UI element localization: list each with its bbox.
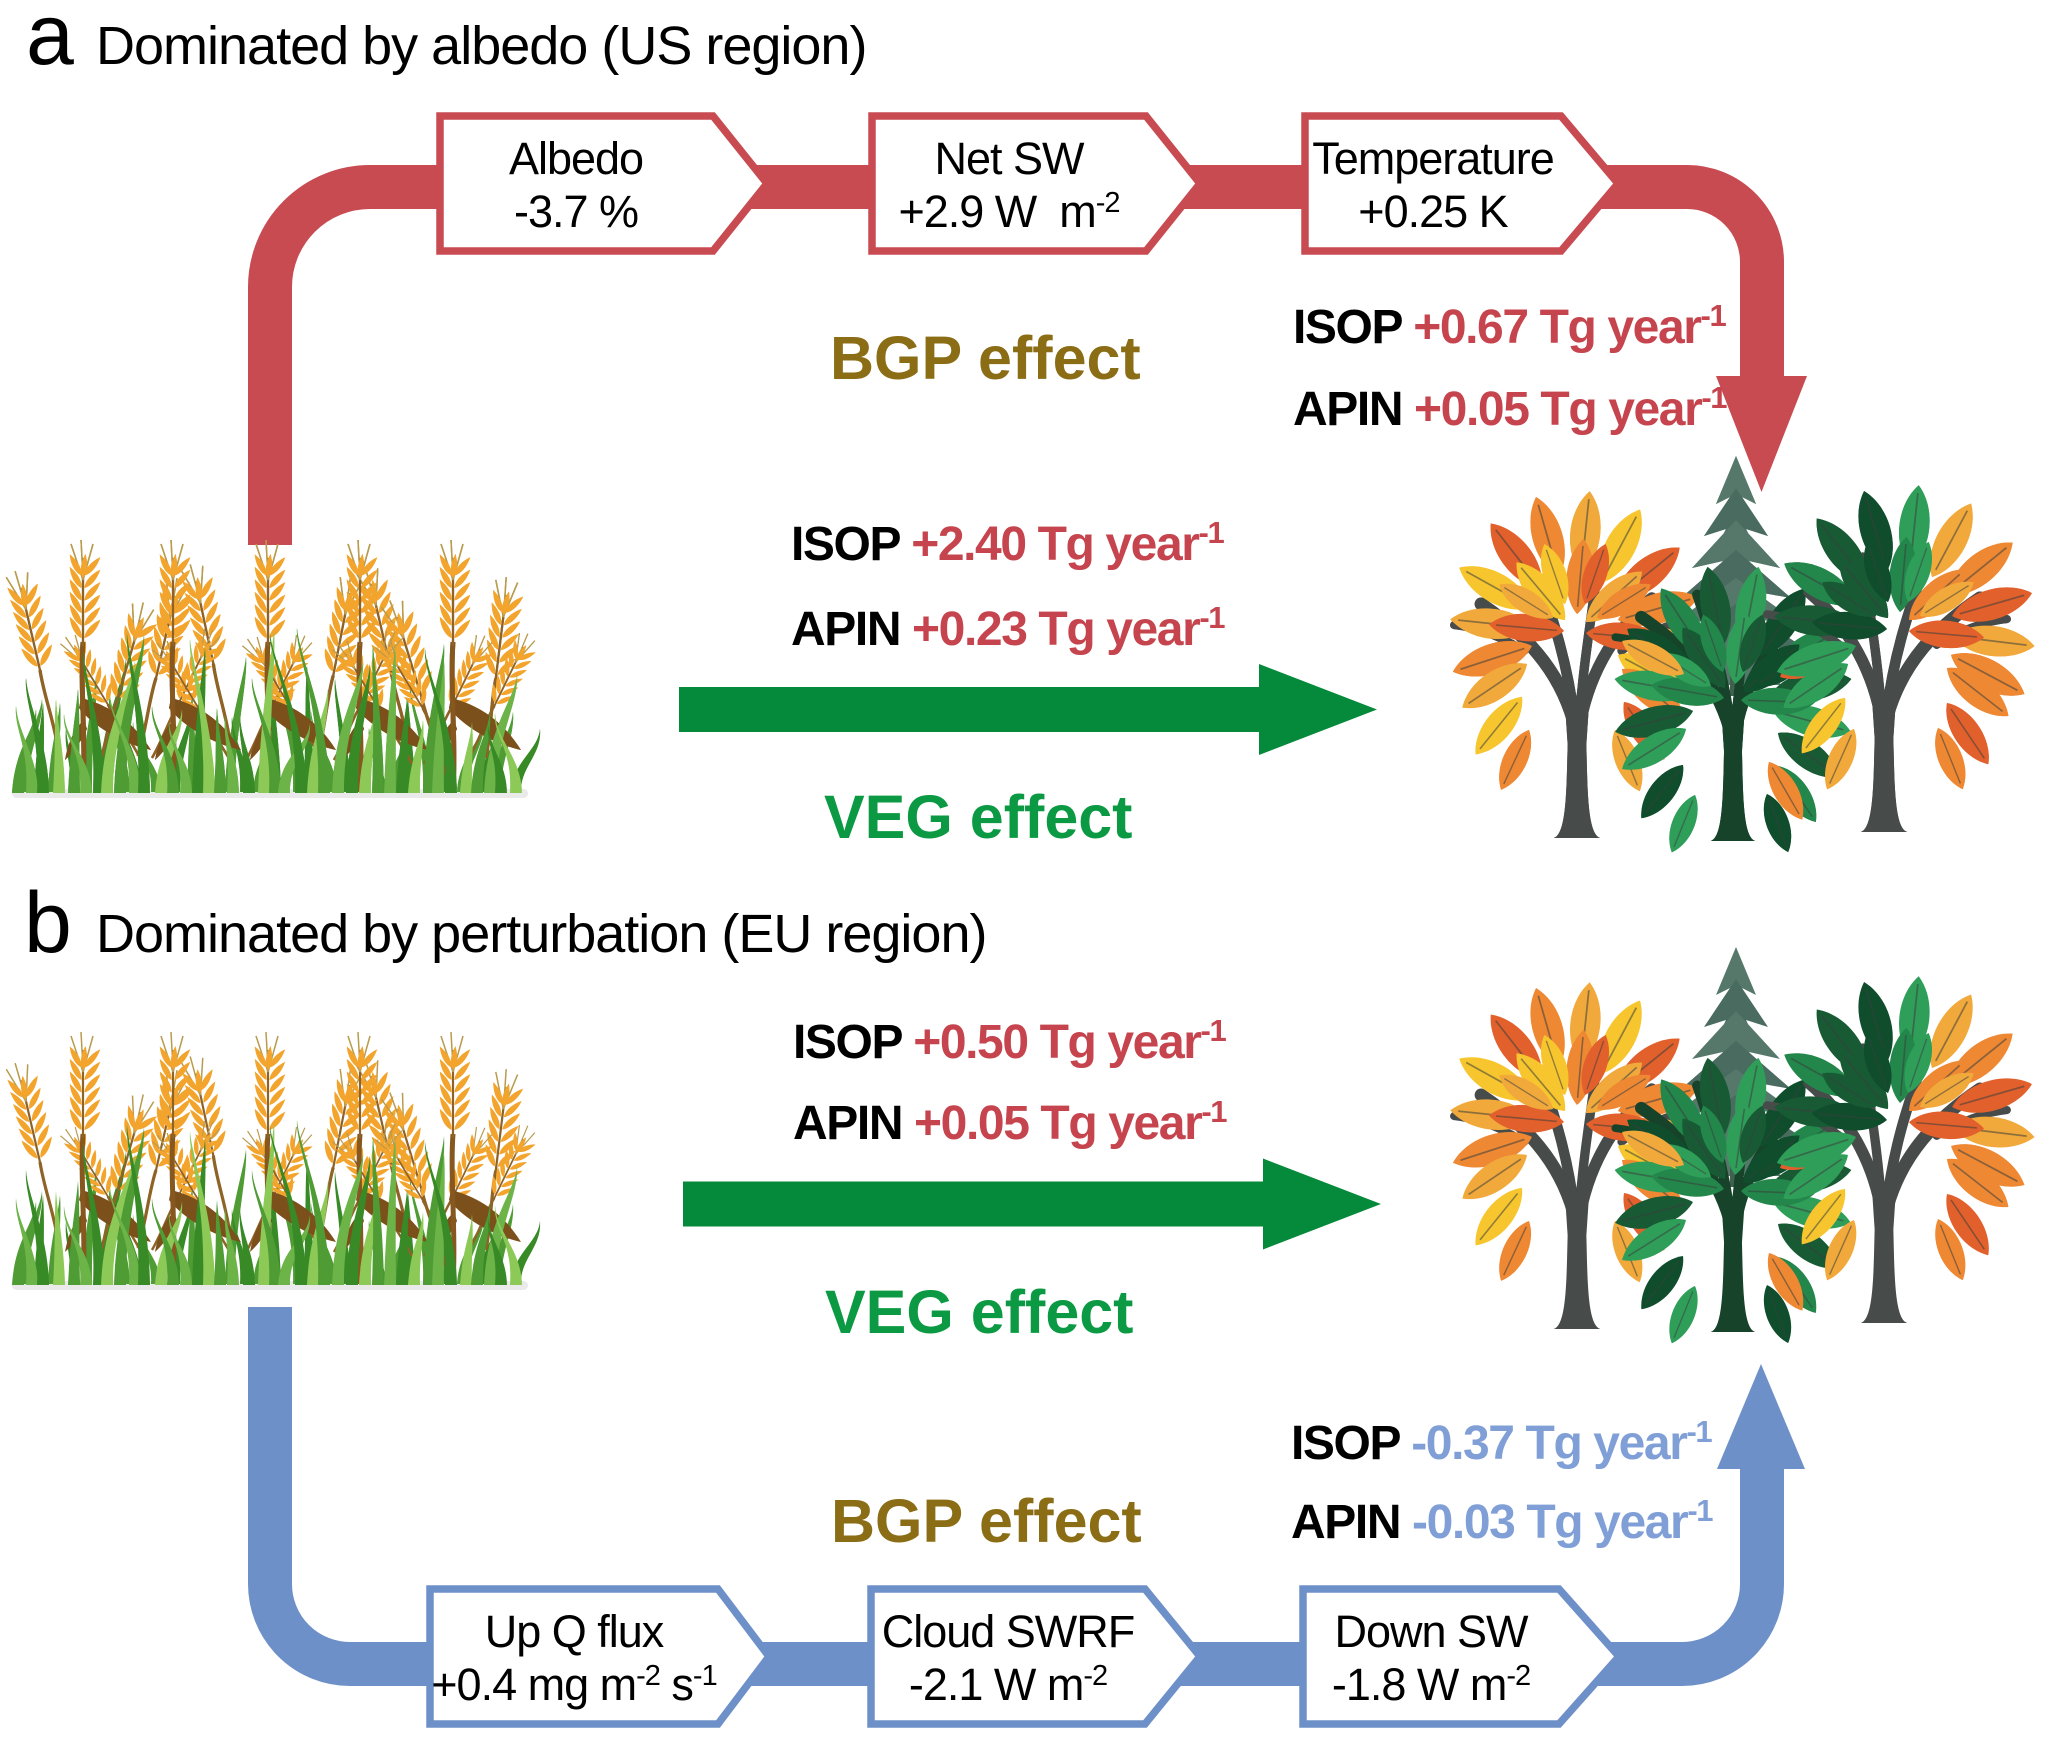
svg-text:BGP effect: BGP effect [831, 1487, 1142, 1555]
svg-text:Dominated by albedo (US region: Dominated by albedo (US region) [96, 16, 866, 76]
svg-text:-1.8 W m-2: -1.8 W m-2 [1332, 1659, 1530, 1710]
svg-text:APIN -0.03 Tg year-1: APIN -0.03 Tg year-1 [1291, 1493, 1713, 1549]
svg-text:Up Q flux: Up Q flux [485, 1606, 665, 1657]
svg-text:BGP effect: BGP effect [830, 324, 1141, 392]
svg-text:Cloud SWRF: Cloud SWRF [882, 1606, 1135, 1657]
svg-text:Dominated by perturbation (EU: Dominated by perturbation (EU region) [96, 904, 986, 964]
svg-text:+0.25 K: +0.25 K [1358, 186, 1508, 237]
svg-text:ISOP -0.37 Tg year-1: ISOP -0.37 Tg year-1 [1291, 1414, 1712, 1470]
svg-text:APIN +0.05 Tg year-1: APIN +0.05 Tg year-1 [793, 1094, 1227, 1150]
svg-text:-3.7 %: -3.7 % [514, 186, 638, 237]
svg-text:ISOP +0.50 Tg year-1: ISOP +0.50 Tg year-1 [793, 1013, 1226, 1069]
svg-text:-2.1 W m-2: -2.1 W m-2 [909, 1659, 1107, 1710]
svg-text:ISOP +0.67 Tg year-1: ISOP +0.67 Tg year-1 [1293, 298, 1726, 354]
svg-text:Net SW: Net SW [934, 133, 1085, 184]
svg-text:b: b [24, 875, 72, 971]
svg-text:Down SW: Down SW [1334, 1606, 1529, 1657]
svg-text:Albedo: Albedo [509, 133, 643, 184]
svg-text:+0.4 mg m-2 s-1: +0.4 mg m-2 s-1 [431, 1659, 716, 1710]
svg-text:Temperature: Temperature [1312, 133, 1554, 184]
svg-text:+2.9 W m-2: +2.9 W m-2 [898, 186, 1119, 237]
svg-text:APIN +0.05 Tg year-1: APIN +0.05 Tg year-1 [1293, 380, 1727, 436]
svg-text:APIN +0.23 Tg year-1: APIN +0.23 Tg year-1 [791, 600, 1225, 656]
svg-text:a: a [26, 0, 74, 83]
svg-text:ISOP +2.40 Tg year-1: ISOP +2.40 Tg year-1 [791, 515, 1224, 571]
svg-text:VEG effect: VEG effect [825, 1278, 1134, 1346]
svg-text:VEG effect: VEG effect [824, 783, 1133, 851]
